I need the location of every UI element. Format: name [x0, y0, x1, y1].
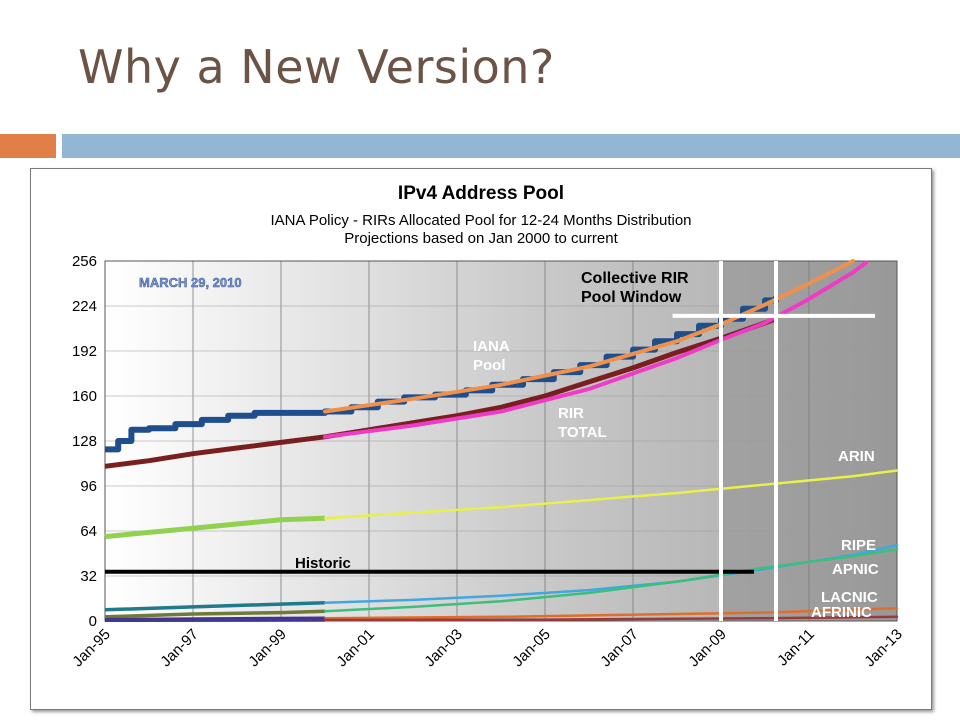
pool-window-label: Pool Window	[581, 289, 682, 306]
y-tick-label: 32	[80, 568, 97, 585]
x-tick-label: Jan-05	[509, 626, 553, 670]
chart-subtitle: IANA Policy - RIRs Allocated Pool for 12…	[270, 212, 691, 229]
x-tick-label: Jan-03	[421, 626, 465, 670]
plot-border	[104, 260, 898, 622]
chart-subtitle: Projections based on Jan 2000 to current	[344, 230, 618, 247]
y-tick-label: 96	[80, 478, 97, 495]
x-tick-label: Jan-95	[69, 626, 113, 670]
y-tick-label: 160	[72, 388, 97, 405]
slide-title: Why a New Version?	[78, 40, 555, 94]
y-tick-label: 0	[89, 613, 97, 630]
date-stamp: MARCH 29, 2010	[139, 275, 242, 290]
x-tick-label: Jan-09	[685, 626, 729, 670]
arin-historic-line	[104, 515, 326, 540]
rir-total-series-label: RIR	[558, 405, 584, 422]
y-tick-label: 64	[80, 523, 97, 540]
ripe-historic-line	[104, 600, 326, 612]
arin-series-label: ARIN	[838, 448, 875, 465]
apnic-projection-line	[323, 548, 899, 613]
accent-bar-right	[62, 134, 960, 158]
x-tick-label: Jan-97	[157, 626, 201, 670]
afrinic-series-label: AFRINIC	[811, 604, 872, 621]
apnic-historic-line	[104, 609, 326, 619]
apnic-series-label: APNIC	[832, 561, 879, 578]
x-tick-label: Jan-13	[861, 626, 905, 670]
y-tick-label: 256	[72, 253, 97, 270]
rir-total-historic-line	[104, 316, 777, 469]
chart-svg: 0 32 64 96 128 160 192 224 256 Jan-95 Jan-97 Jan-99…	[69, 183, 905, 670]
iana-pool-projection-line	[323, 259, 855, 414]
x-tick-label: Jan-01	[333, 626, 377, 670]
arin-projection-line	[323, 469, 899, 520]
accent-bar-left	[0, 134, 56, 158]
ripe-series-label: RIPE	[841, 537, 876, 554]
y-tick-label: 224	[72, 298, 97, 315]
y-tick-label: 128	[72, 433, 97, 450]
x-tick-label: Jan-07	[597, 626, 641, 670]
x-tick-label: Jan-99	[245, 626, 289, 670]
iana-pool-series-label: IANA	[473, 338, 510, 355]
chart-frame: 0 32 64 96 128 160 192 224 256 Jan-95 Jan-97 Jan-99…	[30, 168, 932, 710]
chart-title: IPv4 Address Pool	[398, 183, 564, 204]
rir-total-series-label: TOTAL	[558, 424, 607, 441]
rir-total-projection-line	[323, 260, 869, 439]
afrinic-projection-line	[323, 615, 899, 622]
x-tick-label: Jan-11	[774, 626, 818, 670]
iana-pool-series-label: Pool	[473, 357, 506, 374]
pool-window-label: Collective RIR	[581, 270, 689, 287]
historic-label: Historic	[295, 555, 351, 572]
lacnic-series-label: LACNIC	[821, 589, 878, 606]
y-tick-label: 192	[72, 343, 97, 360]
